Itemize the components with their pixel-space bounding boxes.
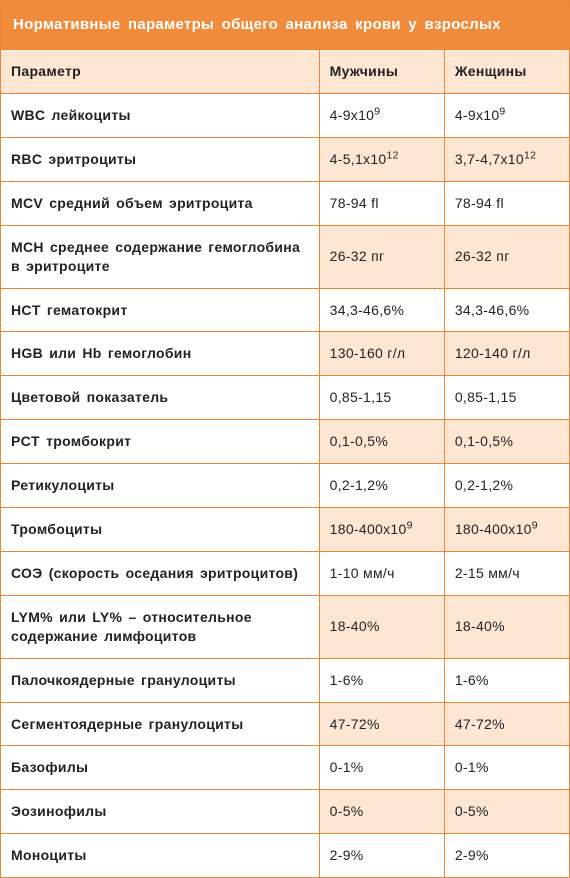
value-women: 0,2-1,2% [444, 464, 569, 508]
param-name: Цветовой показатель [1, 376, 320, 420]
value-men: 0-1% [319, 746, 444, 790]
value-women: 0-5% [444, 790, 569, 834]
blood-params-table: Нормативные параметры общего анализа кро… [0, 0, 570, 878]
value-women: 2-9% [444, 834, 569, 878]
col-header-women: Женщины [444, 50, 569, 94]
table-row: Сегментоядерные гранулоциты47-72%47-72% [1, 702, 570, 746]
value-men: 2-9% [319, 834, 444, 878]
table-row: HGB или Hb гемоглобин130-160 г/л120-140 … [1, 332, 570, 376]
table-row: Тромбоциты180-400х109180-400х109 [1, 508, 570, 552]
value-men: 1-6% [319, 658, 444, 702]
param-name: PCT тромбокрит [1, 420, 320, 464]
table-row: СОЭ (скорость оседания эритроцитов)1-10 … [1, 551, 570, 595]
value-men: 34,3-46,6% [319, 288, 444, 332]
param-name: Ретикулоциты [1, 464, 320, 508]
value-women: 2-15 мм/ч [444, 551, 569, 595]
col-header-param: Параметр [1, 50, 320, 94]
value-men: 0,1-0,5% [319, 420, 444, 464]
param-name: HGB или Hb гемоглобин [1, 332, 320, 376]
col-header-men: Мужчины [319, 50, 444, 94]
param-name: HCT гематокрит [1, 288, 320, 332]
value-women: 0-1% [444, 746, 569, 790]
table-row: MCV средний объем эритроцита78-94 fl78-9… [1, 181, 570, 225]
param-name: СОЭ (скорость оседания эритроцитов) [1, 551, 320, 595]
value-women: 120-140 г/л [444, 332, 569, 376]
param-name: Моноциты [1, 834, 320, 878]
value-women: 18-40% [444, 595, 569, 658]
table-row: HCT гематокрит34,3-46,6%34,3-46,6% [1, 288, 570, 332]
table-row: MCH среднее содержание гемоглобина в эри… [1, 225, 570, 288]
value-women: 0,85-1,15 [444, 376, 569, 420]
value-men: 0,2-1,2% [319, 464, 444, 508]
value-women: 1-6% [444, 658, 569, 702]
table-row: RBC эритроциты4-5,1х10123,7-4,7х1012 [1, 138, 570, 182]
table-row: Базофилы0-1%0-1% [1, 746, 570, 790]
table-title: Нормативные параметры общего анализа кро… [1, 1, 570, 50]
param-name: WBC лейкоциты [1, 94, 320, 138]
value-women: 180-400х109 [444, 508, 569, 552]
value-women: 78-94 fl [444, 181, 569, 225]
value-men: 0-5% [319, 790, 444, 834]
value-women: 34,3-46,6% [444, 288, 569, 332]
param-name: Эозинофилы [1, 790, 320, 834]
param-name: Базофилы [1, 746, 320, 790]
param-name: RBC эритроциты [1, 138, 320, 182]
value-men: 130-160 г/л [319, 332, 444, 376]
param-name: Тромбоциты [1, 508, 320, 552]
value-men: 47-72% [319, 702, 444, 746]
table-row: PCT тромбокрит0,1-0,5%0,1-0,5% [1, 420, 570, 464]
param-name: Сегментоядерные гранулоциты [1, 702, 320, 746]
value-women: 4-9х109 [444, 94, 569, 138]
value-women: 26-32 пг [444, 225, 569, 288]
blood-params-table-container: Нормативные параметры общего анализа кро… [0, 0, 570, 878]
table-row: WBC лейкоциты4-9х1094-9х109 [1, 94, 570, 138]
value-women: 3,7-4,7х1012 [444, 138, 569, 182]
value-men: 78-94 fl [319, 181, 444, 225]
value-men: 4-5,1х1012 [319, 138, 444, 182]
table-row: LYM% или LY% – относительное содержание … [1, 595, 570, 658]
param-name: Палочкоядерные гранулоциты [1, 658, 320, 702]
value-women: 0,1-0,5% [444, 420, 569, 464]
value-men: 1-10 мм/ч [319, 551, 444, 595]
table-row: Моноциты2-9%2-9% [1, 834, 570, 878]
table-row: Ретикулоциты0,2-1,2%0,2-1,2% [1, 464, 570, 508]
value-men: 26-32 пг [319, 225, 444, 288]
param-name: LYM% или LY% – относительное содержание … [1, 595, 320, 658]
param-name: MCV средний объем эритроцита [1, 181, 320, 225]
table-row: Палочкоядерные гранулоциты1-6%1-6% [1, 658, 570, 702]
value-men: 18-40% [319, 595, 444, 658]
table-row: Цветовой показатель0,85-1,150,85-1,15 [1, 376, 570, 420]
value-women: 47-72% [444, 702, 569, 746]
value-men: 4-9х109 [319, 94, 444, 138]
value-men: 0,85-1,15 [319, 376, 444, 420]
table-row: Эозинофилы0-5%0-5% [1, 790, 570, 834]
param-name: MCH среднее содержание гемоглобина в эри… [1, 225, 320, 288]
value-men: 180-400х109 [319, 508, 444, 552]
